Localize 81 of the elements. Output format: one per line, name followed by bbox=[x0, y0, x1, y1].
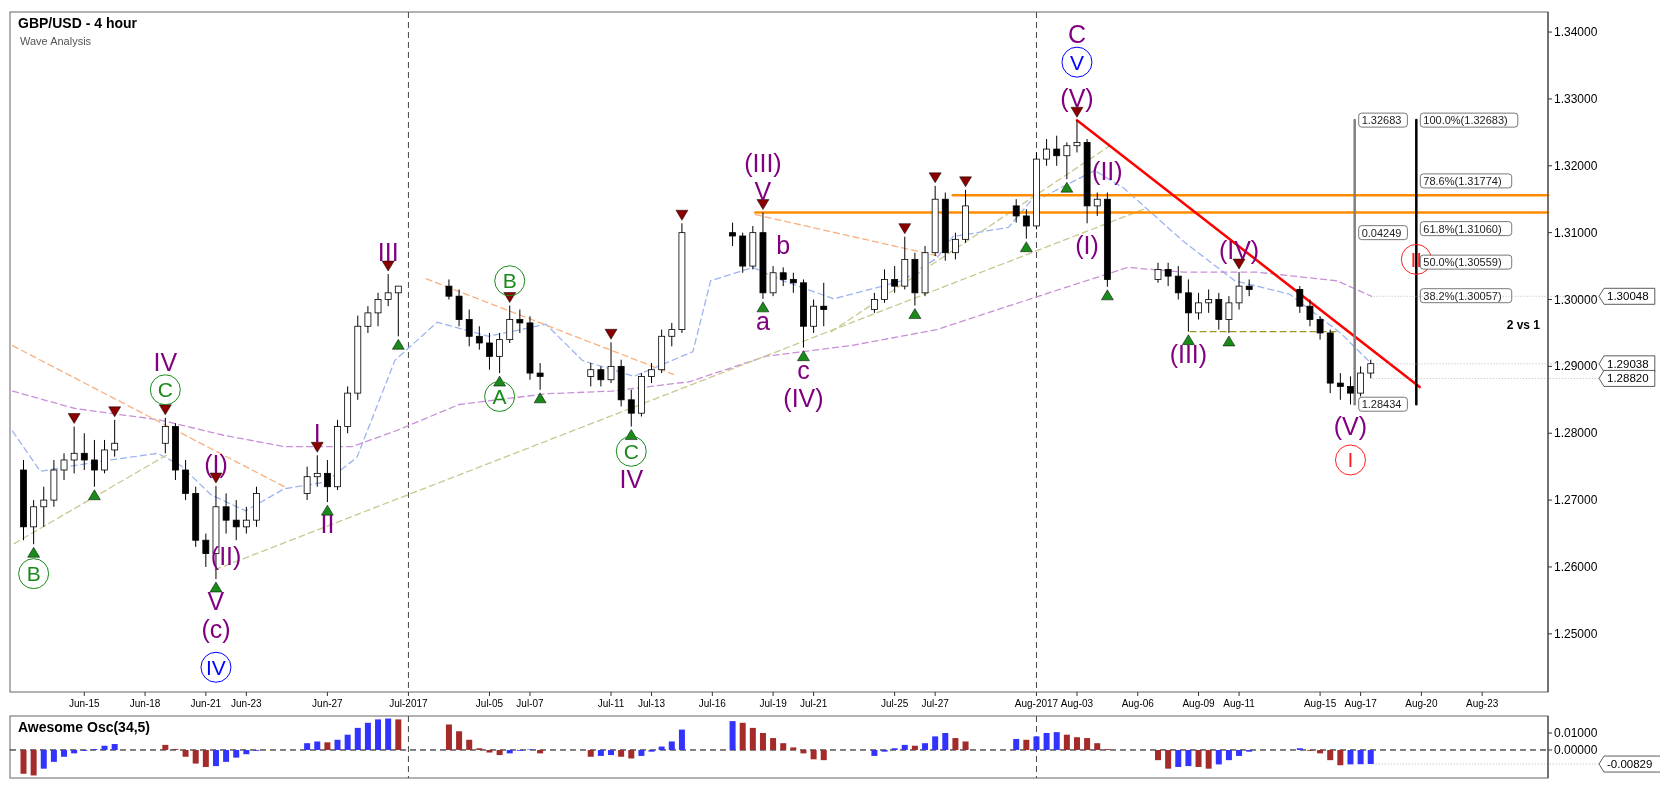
x-tick-label: Aug-20 bbox=[1405, 698, 1438, 709]
x-tick-label: Jun-21 bbox=[190, 698, 222, 709]
annotation: 1.30048 bbox=[1607, 290, 1649, 303]
y-tick-label: 1.28000 bbox=[1554, 426, 1598, 441]
annotation: 1.28820 bbox=[1607, 372, 1649, 385]
y-tick-label: 0.00000 bbox=[1554, 742, 1598, 757]
annotation: V bbox=[754, 176, 772, 205]
x-tick-label: Aug-06 bbox=[1121, 698, 1155, 709]
data-label: I bbox=[1347, 448, 1354, 472]
x-tick-label: Aug-15 bbox=[1303, 698, 1337, 709]
annotation: (I) bbox=[1075, 231, 1099, 260]
y-tick-label: 1.25000 bbox=[1554, 626, 1598, 641]
x-tick-label: Jun-18 bbox=[129, 698, 161, 709]
y-tick-label: 1.27000 bbox=[1554, 493, 1598, 508]
chart-title: GBP/USD - 4 hour bbox=[18, 15, 138, 31]
text: Wave Analysis bbox=[20, 35, 92, 47]
annotation: (III) bbox=[1169, 339, 1208, 368]
annotation: (IV) bbox=[783, 383, 824, 412]
x-tick-label: Jul-19 bbox=[759, 698, 788, 709]
x-tick-label: Jul-21 bbox=[799, 698, 828, 709]
data-label: IV bbox=[206, 655, 226, 679]
annotation: (II) bbox=[1092, 156, 1123, 185]
x-tick-label: Aug-09 bbox=[1182, 698, 1216, 709]
x-tick-label: Jul-05 bbox=[475, 698, 504, 709]
annotation: (III) bbox=[744, 148, 782, 177]
y-tick-label: 1.33000 bbox=[1554, 91, 1598, 106]
annotation: -0.00829 bbox=[1607, 758, 1653, 771]
annotation: C bbox=[1067, 20, 1087, 49]
data-label: V bbox=[1069, 50, 1084, 74]
x-tick-label: Jul-2017 bbox=[389, 698, 429, 709]
x-tick-label: Jul-16 bbox=[698, 698, 727, 709]
annotation: a bbox=[756, 306, 771, 335]
annotation: III bbox=[377, 238, 399, 267]
x-tick-label: Aug-23 bbox=[1466, 698, 1499, 709]
annotation: IV bbox=[619, 465, 644, 494]
annotation: 2 vs 1 bbox=[1506, 317, 1541, 332]
annotation: (c) bbox=[201, 615, 231, 643]
annotation: 1.32683 bbox=[1361, 114, 1402, 127]
annotation: IV bbox=[153, 347, 178, 376]
chart-title: Awesome Osc(34,5) bbox=[18, 719, 151, 735]
x-tick-label: Jul-11 bbox=[597, 698, 625, 709]
annotation: V bbox=[207, 587, 225, 615]
y-tick-label: 1.26000 bbox=[1554, 559, 1598, 574]
annotation: (II) bbox=[210, 541, 242, 570]
x-tick-label: Jun-23 bbox=[231, 698, 263, 709]
data-label: C bbox=[623, 439, 639, 463]
y-tick-label: 1.29000 bbox=[1554, 359, 1598, 374]
annotation: I bbox=[313, 419, 321, 448]
data-label: C bbox=[157, 378, 173, 402]
annotation: (I) bbox=[204, 450, 228, 479]
annotation: 1.28434 bbox=[1361, 398, 1402, 411]
x-tick-label: Jul-25 bbox=[881, 698, 909, 709]
annotation: b bbox=[776, 231, 791, 260]
x-tick-label: Aug-17 bbox=[1344, 698, 1378, 709]
annotation: (V) bbox=[1060, 84, 1094, 113]
annotation: 78.6%(1.31774) bbox=[1423, 174, 1502, 187]
y-tick-label: 1.32000 bbox=[1554, 158, 1598, 173]
x-tick-label: Jul-27 bbox=[921, 698, 950, 709]
x-tick-label: Aug-11 bbox=[1223, 698, 1256, 709]
annotation: 0.04249 bbox=[1361, 226, 1402, 239]
annotation: (V) bbox=[1333, 412, 1368, 441]
annotation: 1.29038 bbox=[1607, 357, 1649, 370]
x-tick-label: Jun-27 bbox=[312, 698, 344, 709]
annotation: 38.2%(1.30057) bbox=[1423, 289, 1502, 302]
x-tick-label: Jul-13 bbox=[637, 698, 666, 709]
x-tick-label: Jul-07 bbox=[516, 698, 545, 709]
x-tick-label: Jun-15 bbox=[68, 698, 101, 709]
data-label: B bbox=[26, 562, 41, 586]
x-tick-label: Aug-2017 bbox=[1014, 698, 1059, 709]
x-tick-label: Aug-03 bbox=[1060, 698, 1094, 709]
y-tick-label: 1.30000 bbox=[1554, 292, 1598, 307]
data-label: A bbox=[492, 384, 507, 408]
data-label: B bbox=[502, 269, 517, 293]
y-tick-label: 0.01000 bbox=[1554, 725, 1598, 740]
annotation: c bbox=[797, 355, 810, 384]
annotation: II bbox=[320, 510, 335, 539]
annotation: 61.8%(1.31060) bbox=[1423, 222, 1502, 235]
y-tick-label: 1.34000 bbox=[1554, 25, 1598, 40]
annotation: 100.0%(1.32683) bbox=[1423, 114, 1508, 127]
annotation: 50.0%(1.30559) bbox=[1423, 256, 1502, 269]
y-tick-label: 1.31000 bbox=[1554, 225, 1598, 240]
